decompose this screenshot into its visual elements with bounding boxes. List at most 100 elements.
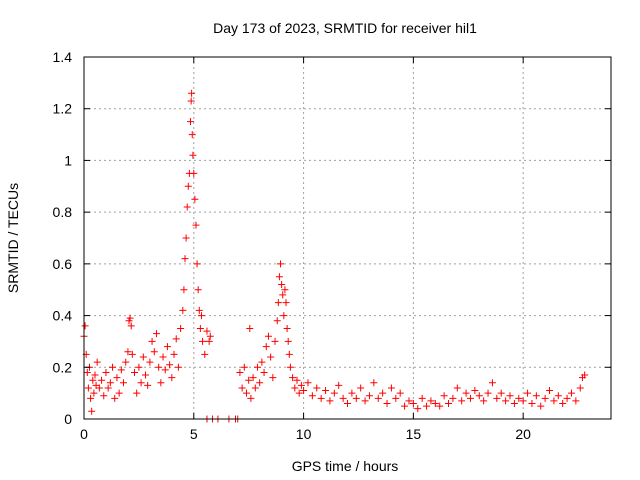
data-point <box>418 394 426 402</box>
data-point <box>192 221 200 229</box>
data-point <box>361 397 369 405</box>
data-point <box>285 350 293 358</box>
data-point <box>374 394 382 402</box>
data-point <box>405 397 413 405</box>
data-point <box>440 392 448 400</box>
data-points <box>80 89 589 423</box>
data-point <box>251 384 259 392</box>
data-point <box>449 394 457 402</box>
data-point <box>256 379 264 387</box>
data-point <box>93 358 101 366</box>
data-point <box>383 399 391 407</box>
data-point <box>188 131 196 139</box>
data-point <box>166 361 174 369</box>
data-point <box>83 368 91 376</box>
data-point <box>95 384 103 392</box>
data-point <box>427 397 435 405</box>
data-point <box>161 366 169 374</box>
data-point <box>203 327 211 335</box>
data-point <box>189 151 197 159</box>
chart-title: Day 173 of 2023, SRMTID for receiver hil… <box>213 20 477 36</box>
data-point <box>352 394 360 402</box>
data-point <box>181 255 189 263</box>
data-point <box>278 281 286 289</box>
data-point <box>357 384 365 392</box>
data-point <box>245 376 253 384</box>
data-point <box>91 371 99 379</box>
data-point <box>184 182 192 190</box>
data-point <box>379 389 387 397</box>
data-point <box>466 394 474 402</box>
data-point <box>157 379 165 387</box>
data-point <box>541 394 549 402</box>
data-point <box>431 399 439 407</box>
data-point <box>152 330 160 338</box>
data-point <box>414 405 422 413</box>
data-point <box>111 394 119 402</box>
data-point <box>348 389 356 397</box>
grid-lines <box>84 57 611 419</box>
data-point <box>365 392 373 400</box>
data-point <box>313 384 321 392</box>
data-point <box>89 376 97 384</box>
data-point <box>106 379 114 387</box>
data-point <box>274 299 282 307</box>
data-point <box>174 363 182 371</box>
data-point <box>180 286 188 294</box>
y-tick-label: 1 <box>64 152 72 168</box>
data-point <box>88 407 96 415</box>
data-point <box>387 384 395 392</box>
data-point <box>563 394 571 402</box>
data-point <box>497 389 505 397</box>
data-point <box>392 394 400 402</box>
data-point <box>199 337 207 345</box>
data-point <box>567 389 575 397</box>
data-point <box>528 399 536 407</box>
data-point <box>282 299 290 307</box>
data-point <box>559 399 567 407</box>
data-point <box>182 234 190 242</box>
data-point <box>148 337 156 345</box>
data-point <box>126 314 134 322</box>
data-point <box>370 379 378 387</box>
data-point <box>396 389 404 397</box>
data-point <box>308 392 316 400</box>
data-point <box>109 363 117 371</box>
data-point <box>519 397 527 405</box>
data-point <box>206 332 214 340</box>
x-tick-label: 10 <box>296 426 312 442</box>
data-point <box>532 392 540 400</box>
plot-frame <box>83 56 612 420</box>
data-point <box>124 348 132 356</box>
data-point <box>122 358 130 366</box>
y-tick-label: 1.2 <box>53 101 73 117</box>
data-point <box>150 348 158 356</box>
data-point <box>488 379 496 387</box>
data-point <box>335 381 343 389</box>
data-point <box>84 384 92 392</box>
data-point <box>554 392 562 400</box>
data-point <box>475 392 483 400</box>
data-point <box>238 384 246 392</box>
data-point <box>515 394 523 402</box>
data-point <box>322 387 330 395</box>
data-point <box>135 363 143 371</box>
data-point <box>120 379 128 387</box>
data-point <box>537 402 545 410</box>
data-point <box>277 260 285 268</box>
data-point <box>240 363 248 371</box>
data-point <box>401 402 409 410</box>
data-point <box>195 306 203 314</box>
y-tick-label: 0.6 <box>53 256 73 272</box>
axis-ticks <box>83 56 611 420</box>
data-point <box>458 397 466 405</box>
data-point <box>576 384 584 392</box>
data-point <box>137 379 145 387</box>
x-tick-label: 0 <box>80 426 88 442</box>
data-point <box>177 325 185 332</box>
data-point <box>471 387 479 395</box>
y-tick-label: 0.8 <box>53 204 73 220</box>
data-point <box>104 384 112 392</box>
data-point <box>280 312 288 320</box>
